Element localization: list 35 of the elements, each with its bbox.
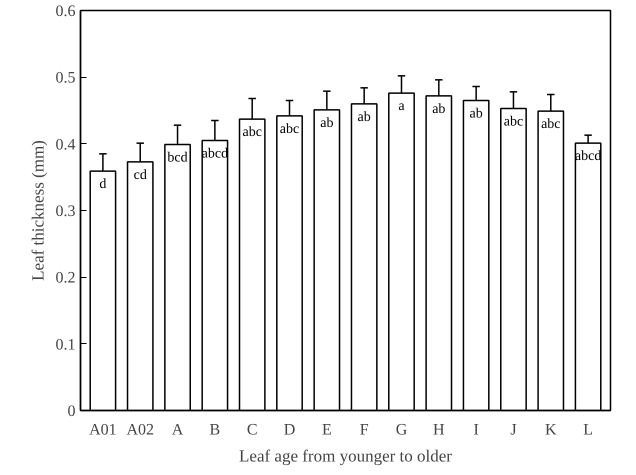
x-tick-label: A [172,422,184,438]
y-tick-label: 0.2 [56,270,76,287]
y-tick-label: 0.4 [56,136,76,154]
x-tick-label: K [545,422,558,438]
y-axis-title: Leaf thickness (mm) [28,140,48,281]
x-tick-label: A02 [126,422,154,438]
x-tick-label: C [246,422,258,438]
y-tick-label: 0.6 [56,3,76,20]
annotation: ab [320,116,334,131]
annotation: abc [242,125,262,140]
annotation: abc [541,117,561,132]
x-tick-label: L [583,422,593,438]
annotation: d [99,177,106,192]
y-tick-label: 0.1 [56,336,76,354]
x-tick-label: G [396,422,408,438]
x-tick-label: A01 [89,422,117,438]
x-tick-label: I [473,422,479,438]
x-tick-label: B [210,422,220,438]
x-axis-title: Leaf age from younger to older [239,446,452,466]
annotation: cd [134,168,147,183]
x-tick-label: D [284,422,296,438]
annotation: a [398,99,406,114]
annotation: bcd [167,150,188,166]
annotation: ab [358,110,371,125]
annotation: ab [470,106,483,122]
x-tick-label: H [433,422,446,438]
annotation: abc [280,122,300,137]
x-tick-label: E [322,422,332,438]
x-tick-label: J [510,422,517,438]
annotation: ab [432,102,446,117]
x-tick-label: F [360,422,369,438]
y-tick-label: 0.3 [56,203,76,220]
y-tick-label: 0.5 [56,70,76,87]
y-tick-label: 0 [68,403,76,420]
annotation: abc [504,114,524,130]
